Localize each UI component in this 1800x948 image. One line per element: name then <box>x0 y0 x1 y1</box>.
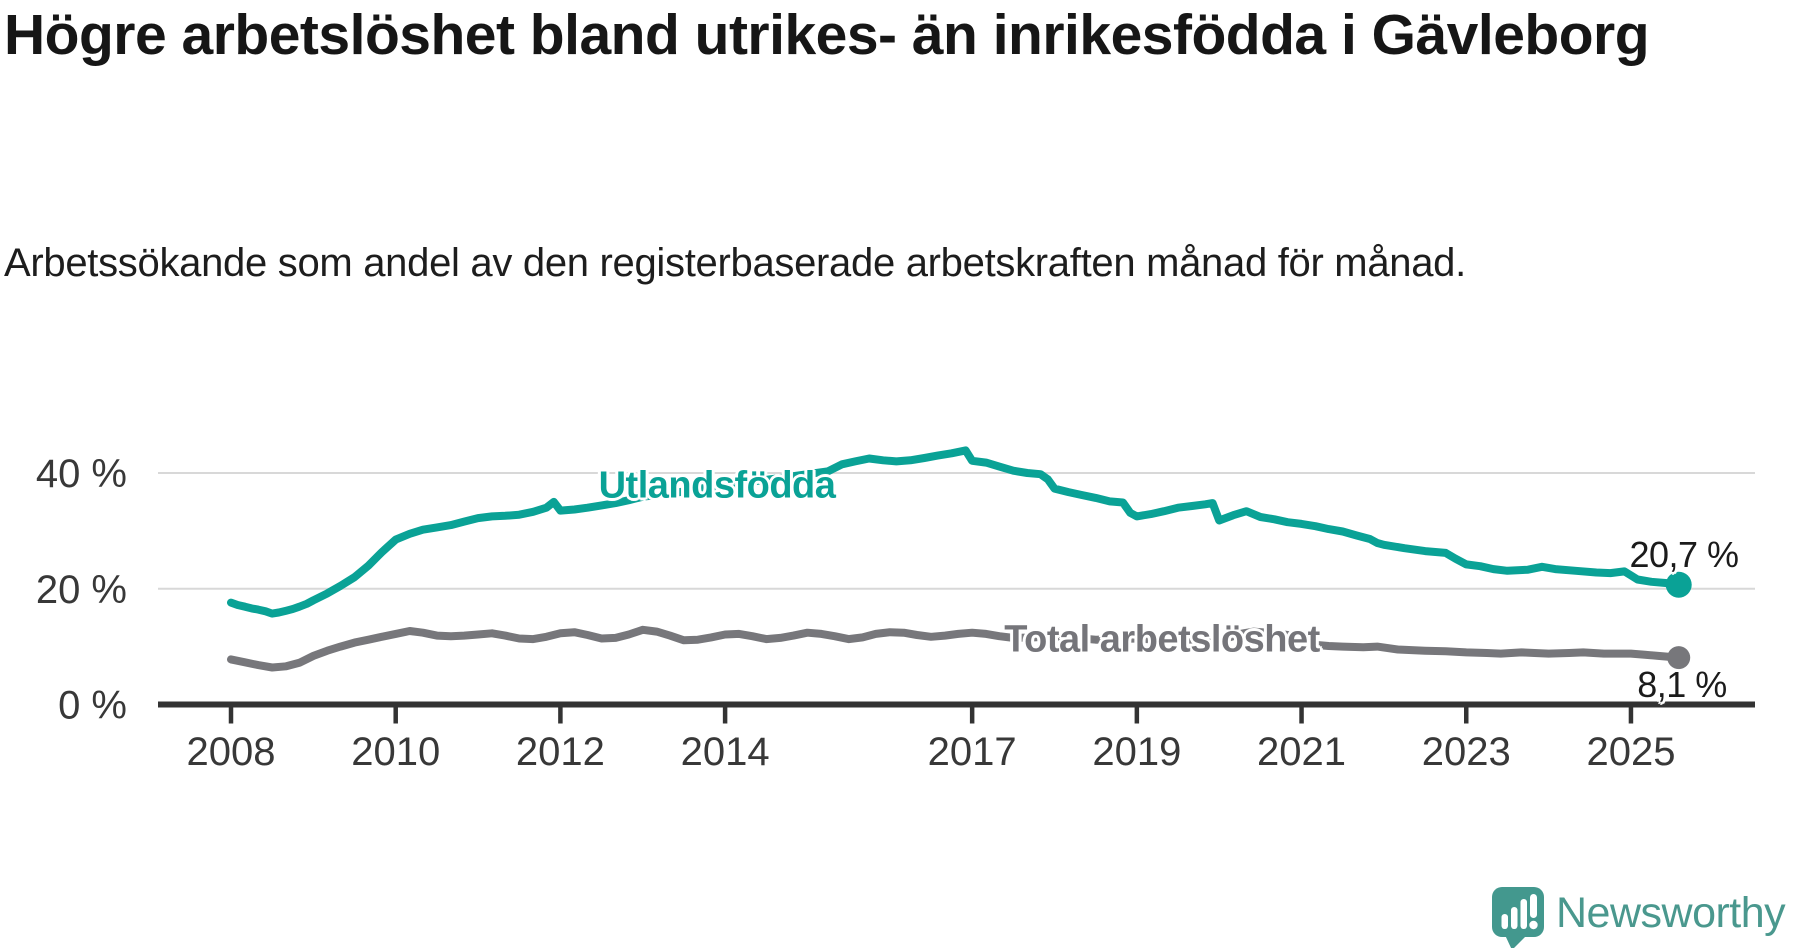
x-tick-label-2017: 2017 <box>928 730 1017 774</box>
end-value-label-total: 8,1 % <box>1637 664 1727 705</box>
y-tick-label-40: 40 % <box>36 452 127 496</box>
logo-bar-medium <box>1511 907 1518 929</box>
logo-bar-large <box>1520 899 1527 929</box>
newsworthy-wordmark: Newsworthy <box>1556 889 1786 937</box>
y-tick-label-20: 20 % <box>36 568 127 612</box>
x-tick-label-2010: 2010 <box>351 730 440 774</box>
x-tick-label-2012: 2012 <box>516 730 605 774</box>
x-tick-label-2021: 2021 <box>1257 730 1346 774</box>
logo-exclamation-bar <box>1530 894 1537 918</box>
logo-exclamation-dot <box>1529 920 1538 930</box>
series-line-0 <box>227 446 1683 618</box>
logo-bar-small <box>1501 914 1508 929</box>
series-line-1 <box>227 625 1683 672</box>
x-tick-label-2008: 2008 <box>187 730 276 774</box>
page-title: Högre arbetslöshet bland utrikes- än inr… <box>4 3 1650 67</box>
series-label-total-arbetsloshet: Total arbetslöshet <box>1004 618 1320 661</box>
chart-subtitle: Arbetssökande som andel av den registerb… <box>4 241 1466 285</box>
x-tick-label-2025: 2025 <box>1586 730 1675 774</box>
x-tick-label-2014: 2014 <box>681 730 770 774</box>
series-end-dot-0 <box>1665 571 1692 598</box>
newsworthy-logo-icon <box>1492 887 1544 948</box>
x-tick-label-2023: 2023 <box>1422 730 1511 774</box>
logo-bubble-tail <box>1505 935 1527 948</box>
series-end-dot-1 <box>1667 646 1691 670</box>
series-label-utlandsfodda: Utlandsfödda <box>598 464 836 507</box>
x-tick-label-2019: 2019 <box>1092 730 1181 774</box>
y-tick-label-0: 0 % <box>58 684 127 728</box>
end-value-label-utlandsfodda: 20,7 % <box>1629 534 1739 575</box>
